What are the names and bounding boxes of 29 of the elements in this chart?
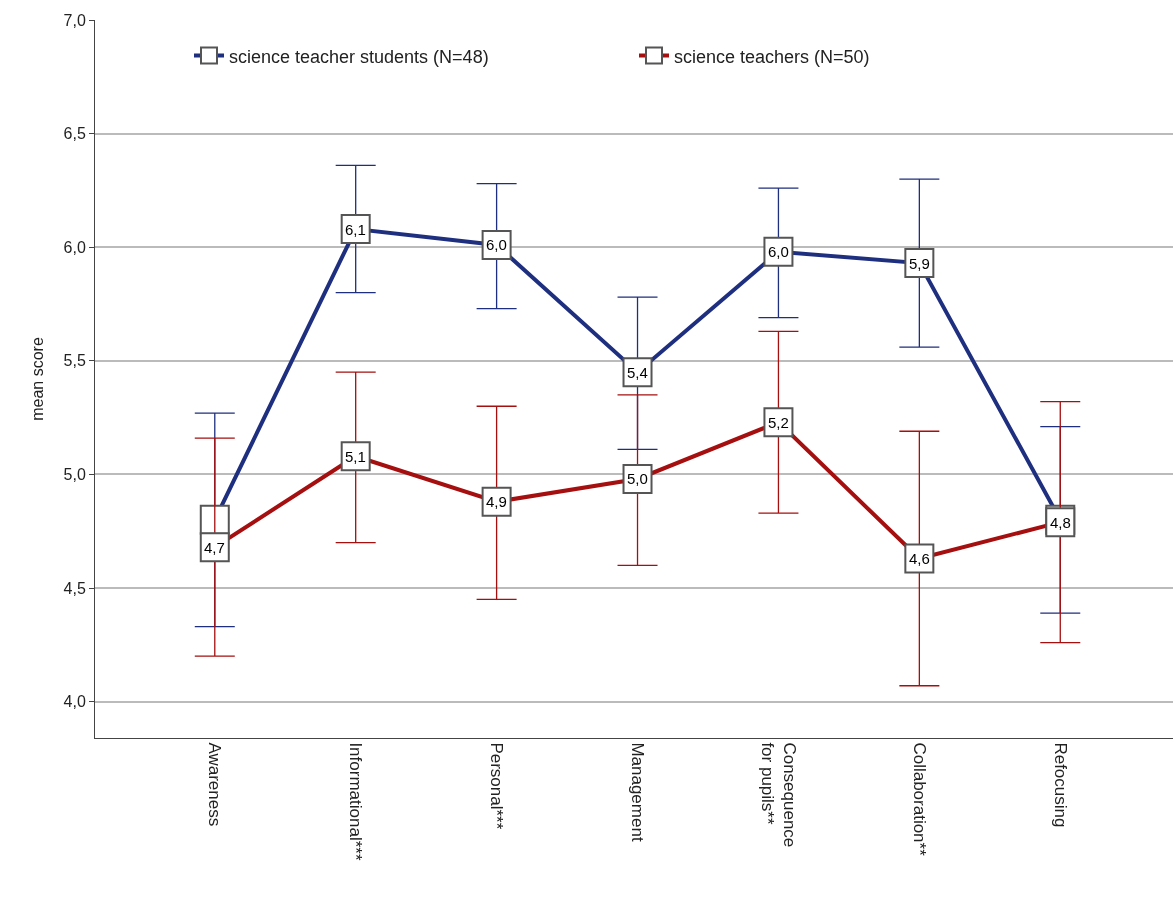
data-label: 4,6 [909,550,930,567]
y-tick-label: 7,0 [63,11,86,29]
x-tick-label: Awareness [205,742,225,827]
data-label: 4,8 [1050,514,1071,531]
y-tick-label: 5,5 [63,352,86,370]
x-tick-label: Management [627,742,647,842]
y-axis-title: mean score [29,337,47,421]
x-tick-label: Refocusing [1050,742,1070,828]
data-label: 5,9 [909,255,930,272]
legend-label: science teacher students (N=48) [229,46,489,67]
y-tick-label: 6,0 [63,238,86,256]
x-tick-label: Consequence for pupils** [757,742,799,848]
data-label: 6,0 [486,236,507,253]
data-label: 5,4 [627,364,648,381]
y-tick-label: 6,5 [63,125,86,143]
data-label: 5,2 [768,414,789,431]
y-tick-label: 5,0 [63,466,86,484]
data-label: 5,0 [627,470,648,487]
data-label: 4,9 [486,493,507,510]
legend-label: science teachers (N=50) [674,46,870,67]
data-label: 6,1 [345,221,366,238]
y-tick-label: 4,5 [63,579,86,597]
data-label: 5,1 [345,448,366,465]
x-tick-label: Informational*** [346,742,366,861]
x-tick-label: Collaboration** [909,742,929,857]
x-tick-label: Personal*** [487,742,507,830]
data-label: 6,0 [768,243,789,260]
y-tick-label: 4,0 [63,693,86,711]
data-label: 4,7 [204,539,225,556]
